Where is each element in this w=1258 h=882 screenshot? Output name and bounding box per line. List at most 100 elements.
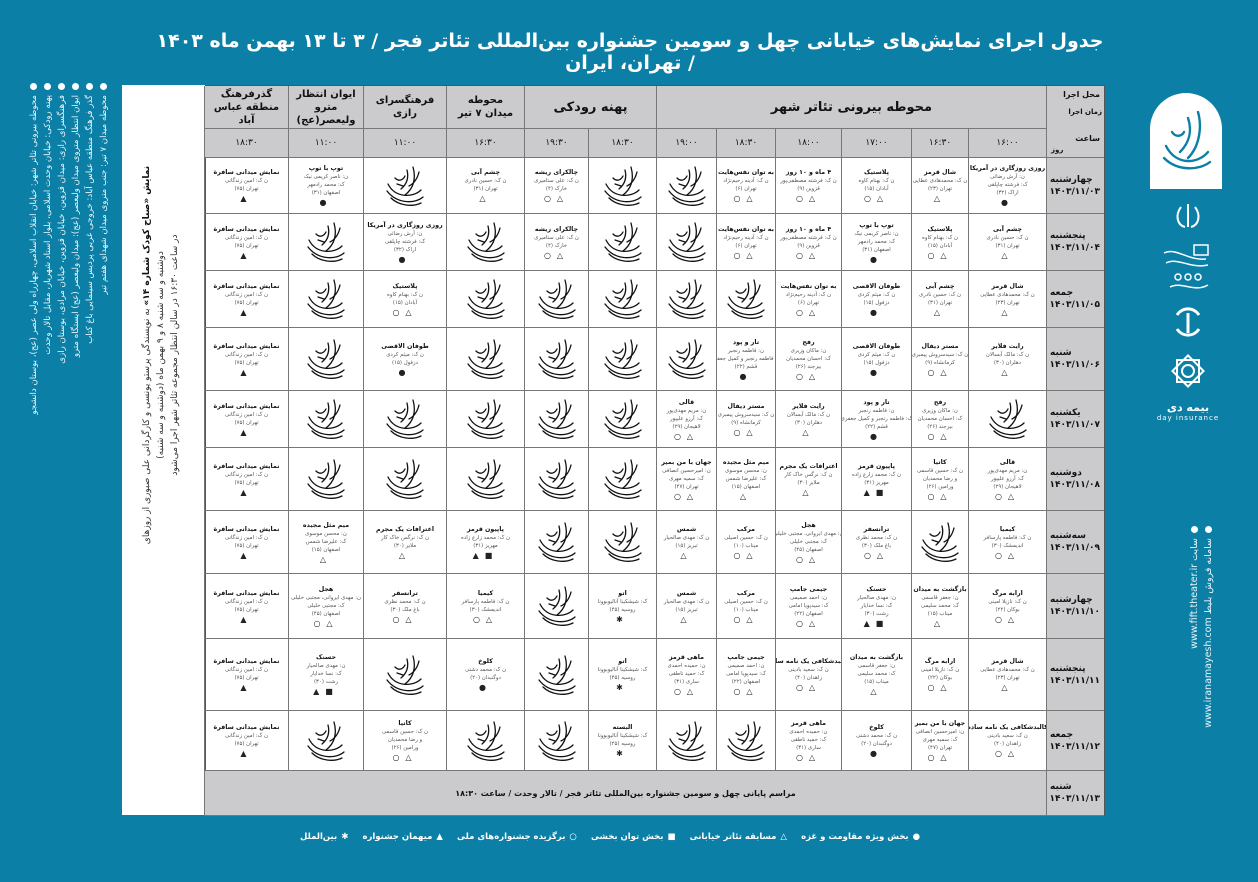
show-cell[interactable]: شمس ن ک: مهدی صالحیار تبریز (۱۵) △ — [656, 574, 716, 639]
show-cell[interactable]: جیمی جامپ ن: احمد صمیمی ک: سیدپویا امامی اص… — [775, 574, 841, 639]
show-title: نمایش میدانی سافرة — [213, 462, 280, 470]
show-cell[interactable]: کلوخ ن ک: محمد دشتی دوگنبدان (۲۰) ● — [841, 711, 911, 771]
show-cell[interactable]: حسنک ن: مهدی صالحیار ک: نسا خدایار رشت (۳۰)… — [841, 574, 911, 639]
show-cell[interactable]: شال قرمز ن ک: محمدهادی عطایی تهران (۲۳) △ — [968, 271, 1046, 328]
show-cell[interactable]: ترانسفر ن ک: محمد نظری باغ ملک (۳۰) ○△ — [363, 574, 446, 639]
show-cell[interactable]: پلاستیک ن ک: بهنام کاوه آبادان (۱۵) ○△ — [841, 158, 911, 214]
show-cell[interactable]: توپ با توپ ن: ناصر کریمی نیک ک: محمد رادمه… — [288, 158, 363, 214]
show-cell[interactable]: شال قرمز ن ک: محمدهادی عطایی تهران (۲۳) △ — [911, 158, 968, 214]
show-cell[interactable]: رفح ن: ماکان وزیری ک: احسان محمدیان بیرجند … — [911, 391, 968, 448]
show-cell[interactable]: نمایش میدانی سافرة ن ک: امین زندگانی تهران… — [204, 711, 288, 771]
show-cell[interactable]: بازگشت به میدان ن: جعفر قاسمی ک: محمد سلیم… — [841, 639, 911, 711]
show-cell[interactable]: هجل ن: مهدی ایروانی، مجتبی خلیلی ک: مجتبی … — [775, 511, 841, 574]
show-cell[interactable]: نمایش میدانی سافرة ن ک: امین زندگانی تهران… — [204, 448, 288, 511]
show-cell[interactable]: شال قرمز ن ک: محمدهادی عطایی تهران (۲۳) △ — [968, 639, 1046, 711]
show-cell[interactable]: ۴ ماه و ۱۰ روز ن ک: فرشته مصطفی‌پور قزوین … — [775, 158, 841, 214]
show-cell[interactable]: ترانسفر ن ک: محمد نظری باغ ملک (۳۰) ○△ — [841, 511, 911, 574]
festival-logo-cell — [524, 328, 588, 391]
show-cell[interactable]: نمایش میدانی سافرة ن ک: امین زندگانی تهران… — [204, 214, 288, 271]
show-cell[interactable]: نمایش میدانی سافرة ن ک: امین زندگانی تهران… — [204, 511, 288, 574]
show-cell[interactable]: کاتیا ن ک: حسین قاسمی و رضا محمدیان ورامین … — [911, 448, 968, 511]
show-cell[interactable]: چالکرای ریشه ن ک: علی ستامیری خارک (۴) ○△ — [524, 158, 588, 214]
show-cell[interactable]: اعترافات یک مجرم ن ک: نرگس خاک کار ملایر (… — [775, 448, 841, 511]
show-cell[interactable]: کیمیا ن ک: فاطمه پارسافر اندیمشک (۳۰) ○△ — [968, 511, 1046, 574]
show-cell[interactable]: البسته ک: شیشکینا آنالیوبوونا روسیه (۴۵) ✱ — [588, 711, 656, 771]
show-cell[interactable]: میم مثل مجیده ن: محسن موسوی ک: علیرضا شمس ا… — [716, 448, 775, 511]
show-credit: ن ک: نرگس خاک کار — [784, 471, 833, 478]
show-cell[interactable]: به توان نفس‌هایت ن ک: آدینه رحیم‌نژاد تهرا… — [775, 271, 841, 328]
show-cell[interactable]: نمایش میدانی سافرة ن ک: امین زندگانی تهران… — [204, 158, 288, 214]
ticket-website-link[interactable]: سامانه فروش بلیط www.iranamayesh.com — [1202, 528, 1216, 758]
show-cell[interactable]: ماهی قرمز ن: حمیده احمدی ک: حمید ناطقی ساری… — [775, 711, 841, 771]
show-cell[interactable]: پاپیون قرمز ن ک: محمد زارع زاده مهریز (۳۱)… — [841, 448, 911, 511]
circ-mark-icon: ○ — [733, 250, 747, 260]
show-cell[interactable]: پلاستیک ن ک: بهنام کاوه آبادان (۱۵) ○△ — [911, 214, 968, 271]
festival-logo-cell — [656, 214, 716, 271]
show-cell[interactable]: نمایش میدانی سافرة ن ک: امین زندگانی تهران… — [204, 328, 288, 391]
show-cell[interactable]: ارابه مرگ ن ک: نازیلا امینی بوکان (۲۲) ○△ — [911, 639, 968, 711]
show-cell[interactable]: هجل ن: مهدی ایروانی، مجتبی خلیلی ک: مجتبی … — [288, 574, 363, 639]
show-cell[interactable]: مرکب ن ک: حسین اصیلی میناب (۱۰) ○△ — [716, 511, 775, 574]
festival-website-link[interactable]: سایت www.fift.theater.ir — [1188, 528, 1202, 758]
show-cell[interactable]: کیمیا ن ک: فاطمه پارسافر اندیمشک (۳۰) ○△ — [446, 574, 524, 639]
hat-mark-icon: ▲ — [240, 307, 253, 317]
show-cell[interactable]: طوفان الاقصی ن ک: میثم کردی دزفول (۱۵) ● — [841, 271, 911, 328]
show-cell[interactable]: مرکب ن ک: حسین اصیلی میناب (۱۰) ○△ — [716, 574, 775, 639]
show-cell[interactable]: جهان با من بمیر ن: امیرحسین انصافی ک: سمیه… — [911, 711, 968, 771]
show-cell[interactable]: اعترافات یک مجرم ن ک: نرگس خاک کار ملایر (… — [363, 511, 446, 574]
show-cell[interactable]: ارابه مرگ ن ک: نازیلا امینی بوکان (۲۲) ○△ — [968, 574, 1046, 639]
show-cell[interactable]: رفح ن: ماکان وزیری ک: احسان محمدیان بیرجند … — [775, 328, 841, 391]
show-cell[interactable]: قالی ن: مریم مهدی‌پور ک: آرزو علیپور لاهیجا… — [656, 391, 716, 448]
festival-calligraphy-icon — [307, 459, 345, 499]
show-cell[interactable]: میم مثل مجیده ن: محسن موسوی ک: علیرضا شمس ا… — [288, 511, 363, 574]
show-cell[interactable]: رایت فلایر ن ک: مالک آبسالان دهلران (۳۰) △ — [968, 328, 1046, 391]
show-cell[interactable]: روزی روزگاری در آمریکا ن: آرش رضائی ک: فرش… — [363, 214, 446, 271]
show-cell[interactable]: جیمی جامپ ن: احمد صمیمی ک: سیدپویا امامی اص… — [716, 639, 775, 711]
show-cell[interactable]: چشم آبی ن ک: حسین نادری تهران (۳۱) △ — [911, 271, 968, 328]
show-cell[interactable]: چالکرای ریشه ن ک: علی ستامیری خارک (۴) ○△ — [524, 214, 588, 271]
show-cell[interactable]: نمایش میدانی سافرة ن ک: امین زندگانی تهران… — [204, 639, 288, 711]
day-name: جمعه — [1050, 288, 1074, 298]
show-cell[interactable]: کالبدشکافی یک نامه ساده ن ک: سعید بادینی ز… — [775, 639, 841, 711]
show-cell[interactable]: روزی روزگاری در آمریکا ن: آرش رضائی ک: فرش… — [968, 158, 1046, 214]
show-cell[interactable]: ماهی قرمز ن: حمیده احمدی ک: حمید ناطقی ساری… — [656, 639, 716, 711]
show-cell[interactable]: کاتیا ن ک: حسین قاسمی و رضا محمدیان ورامین … — [363, 711, 446, 771]
show-cell[interactable]: نمایش میدانی سافرة ن ک: امین زندگانی تهران… — [204, 271, 288, 328]
show-cell[interactable]: مستر دیفال ن ک: سیدسروش پیمبری کرمانشاه (۹… — [911, 328, 968, 391]
show-cell[interactable]: طوفان الاقصی ن ک: میثم کردی دزفول (۱۵) ● — [841, 328, 911, 391]
show-cell[interactable]: جهان با من بمیر ن: امیرحسین انصافی ک: سمیه… — [656, 448, 716, 511]
show-cell[interactable]: پاپیون قرمز ن ک: محمد زارع زاده مهریز (۳۱)… — [446, 511, 524, 574]
show-cell[interactable]: کالبدشکافی یک نامه ساده ن ک: سعید بادینی ز… — [968, 711, 1046, 771]
show-credit: تهران (۲۳) — [927, 186, 953, 192]
show-credit: ک: شیشکینا آنالیوبوونا — [597, 598, 648, 605]
show-cell[interactable]: توپ با توپ ن: ناصر کریمی نیک ک: محمد رادمه… — [841, 214, 911, 271]
show-cell[interactable]: نمایش میدانی سافرة ن ک: امین زندگانی تهران… — [204, 574, 288, 639]
show-credit: ن ک: بهنام کاوه — [858, 178, 895, 184]
show-cell[interactable]: ۴ ماه و ۱۰ روز ن ک: فرشته مصطفی‌پور قزوین … — [775, 214, 841, 271]
festival-logo-cell — [524, 711, 588, 771]
tri-mark-icon: △ — [940, 367, 953, 377]
show-cell[interactable]: اتو ک: شیشکینا آنالیوبوونا روسیه (۴۵) ✱ — [588, 574, 656, 639]
show-cell[interactable]: طوفان الاقصی ن ک: میثم کردی دزفول (۱۵) ● — [363, 328, 446, 391]
show-cell[interactable]: کلوخ ن ک: محمد دشتی دوگنبدان (۲۰) ● — [446, 639, 524, 711]
show-cell[interactable]: مستر دیفال ن ک: سیدسروش پیمبری کرمانشاه (۹… — [716, 391, 775, 448]
show-cell[interactable]: بازگشت به میدان ن: جعفر قاسمی ک: محمد سلیم… — [911, 574, 968, 639]
show-cell[interactable]: حسنک ن: مهدی صالحیار ک: نسا خدایار رشت (۳۰)… — [288, 639, 363, 711]
show-cell[interactable]: شمس ن ک: مهدی صالحیار تبریز (۱۵) △ — [656, 511, 716, 574]
show-cell[interactable]: اتو ک: شیشکینا آنالیوبوونا روسیه (۴۵) ✱ — [588, 639, 656, 711]
show-cell[interactable]: قالی ن: مریم مهدی‌پور ک: آرزو علیپور لاهیجا… — [968, 448, 1046, 511]
show-cell[interactable]: نمایش میدانی سافرة ن ک: امین زندگانی تهران… — [204, 391, 288, 448]
legend-label: برگزیده جشنواره‌های ملی — [457, 832, 566, 842]
show-cell[interactable]: به توان نفس‌هایت ن ک: آدینه رحیم‌نژاد تهرا… — [716, 158, 775, 214]
show-cell[interactable]: چشم آبی ن ک: حسین نادری تهران (۳۱) △ — [968, 214, 1046, 271]
show-credit: کرمانشاه (۹) — [731, 419, 761, 426]
show-credit: ن ک: محمد نظری — [384, 598, 426, 605]
show-cell[interactable]: پلاستیک ن ک: بهنام کاوه آبادان (۱۵) ○△ — [363, 271, 446, 328]
show-cell[interactable]: چشم آبی ن ک: حسین نادری تهران (۳۱) △ — [446, 158, 524, 214]
festival-calligraphy-icon — [466, 339, 505, 379]
show-credit: ن ک: حسین نادری — [464, 178, 507, 184]
show-cell[interactable]: به توان نفس‌هایت ن ک: آدینه رحیم‌نژاد تهرا… — [716, 214, 775, 271]
show-cell[interactable]: رایت فلایر ن ک: مالک آبسالان دهلران (۳۰) △ — [775, 391, 841, 448]
